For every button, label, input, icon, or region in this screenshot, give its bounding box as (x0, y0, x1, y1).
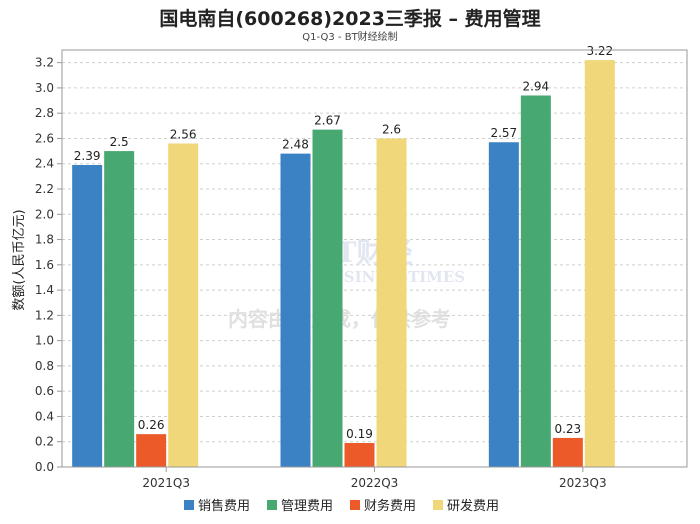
legend-label: 销售费用 (198, 498, 250, 514)
y-tick-label: 2.4 (35, 157, 54, 171)
x-tick-label: 2023Q3 (559, 476, 607, 490)
data-label: 0.23 (554, 422, 581, 436)
data-label: 2.56 (170, 128, 197, 142)
y-tick-label: 0.4 (35, 409, 54, 423)
y-tick-label: 1.2 (35, 308, 54, 322)
y-tick-label: 3.2 (35, 56, 54, 70)
data-label: 2.67 (314, 114, 341, 128)
y-tick-label: 2.8 (35, 106, 54, 120)
chart-subtitle: Q1-Q3 - BT财经绘制 (302, 32, 398, 43)
y-tick-label: 1.8 (35, 233, 54, 247)
legend-swatch (433, 500, 443, 510)
axes: 0.0 0.2 0.4 0.6 0.8 1.0 1.2 1.4 1.6 1.8 2.0 2.2 2.4 2… (35, 49, 688, 490)
bar (312, 129, 343, 468)
x-tick-label: 2021Q3 (142, 476, 190, 490)
y-tick-label: 0.6 (35, 384, 54, 398)
bar (552, 437, 583, 467)
y-tick-label: 0.8 (35, 359, 54, 373)
legend-label: 财务费用 (364, 498, 416, 514)
legend-swatch (267, 500, 277, 510)
bar (488, 142, 519, 467)
bar (376, 138, 407, 468)
legend-swatch (184, 500, 194, 510)
y-tick-label: 0.2 (35, 435, 54, 449)
y-tick-label: 3.0 (35, 81, 54, 95)
y-tick-label: 1.6 (35, 258, 54, 272)
legend-label: 管理费用 (281, 499, 333, 514)
y-tick-label: 2.6 (35, 131, 54, 145)
data-label: 2.48 (282, 138, 309, 152)
bar (72, 164, 103, 467)
watermark: BT财经 BUSINESSTIMES 内容由AI生成，仅供参考 (228, 236, 465, 331)
bar (344, 442, 375, 467)
bar (280, 153, 311, 468)
data-label: 0.19 (346, 427, 373, 441)
bar (136, 434, 167, 467)
bar (168, 143, 199, 467)
y-tick-label: 0.0 (35, 460, 54, 474)
y-tick-label: 2.0 (35, 207, 54, 221)
y-axis-label: 数额(人民币亿元) (12, 209, 27, 310)
data-label: 2.57 (490, 126, 517, 140)
y-tick-label: 1.4 (35, 283, 54, 297)
data-label: 2.6 (382, 122, 401, 136)
data-label: 2.39 (74, 149, 101, 163)
chart-title: 国电南自(600268)2023三季报 – 费用管理 (159, 8, 541, 30)
bar (104, 151, 135, 467)
bar (520, 95, 551, 467)
legend-label: 研发费用 (447, 498, 499, 514)
y-tick-label: 1.0 (35, 334, 54, 348)
x-tick-label: 2022Q3 (351, 476, 399, 490)
legend: 销售费用 管理费用 财务费用 研发费用 (184, 498, 499, 514)
y-tick-label: 2.2 (35, 182, 54, 196)
data-label: 3.22 (586, 44, 613, 58)
bar (584, 60, 615, 467)
legend-swatch (350, 500, 360, 510)
data-label: 2.94 (522, 79, 549, 93)
data-label: 0.26 (138, 418, 165, 432)
bars: 2.39 2.5 0.26 2.56 2.48 2.67 0.19 2.6 2.57 2.94 0.… (72, 44, 615, 468)
data-label: 2.5 (110, 135, 129, 149)
